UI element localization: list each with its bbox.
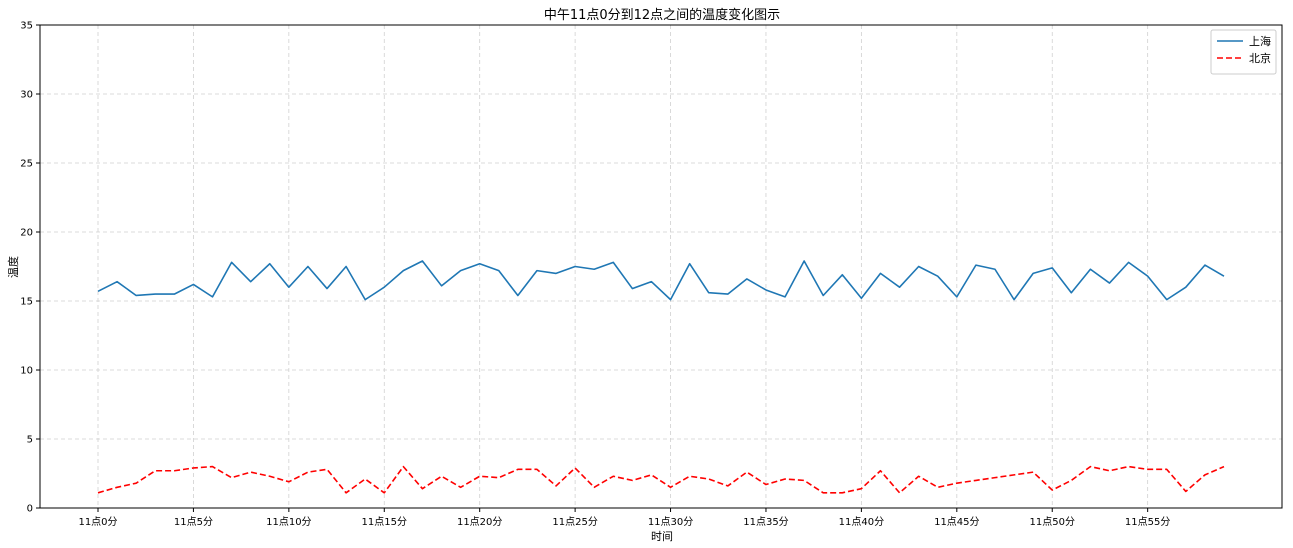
x-tick-label: 11点20分: [457, 516, 502, 528]
x-tick-label: 11点40分: [839, 516, 884, 528]
series-layer: [97, 260, 1225, 494]
y-tick-label: 5: [27, 435, 33, 446]
y-tick-label: 0: [27, 504, 33, 515]
plot-frame: [39, 24, 1283, 509]
x-tick-label: 11点0分: [78, 516, 117, 528]
y-tick-label: 20: [20, 228, 33, 239]
x-tick-label: 11点15分: [362, 516, 407, 528]
x-tick-label: 11点25分: [552, 516, 597, 528]
chart-title: 中午11点0分到12点之间的温度变化图示: [544, 7, 780, 23]
y-tick-label: 30: [20, 90, 33, 101]
x-tick-label: 11点5分: [174, 516, 213, 528]
x-tick-label: 11点50分: [1030, 516, 1075, 528]
series-line-1: [97, 260, 1225, 301]
y-axis-label: 温度: [6, 256, 20, 278]
y-tick-label: 35: [20, 21, 33, 32]
x-tick-label: 11点35分: [743, 516, 788, 528]
x-tick-label: 11点10分: [266, 516, 311, 528]
grid-lines: [40, 24, 1282, 509]
y-axis: 0 5 10 15 20 25 30 35: [20, 21, 40, 515]
x-tick-label: 11点45分: [934, 516, 979, 528]
x-axis: 11点0分 11点5分 11点10分 11点15分 11点20分 11点25分 11点30分…: [78, 508, 1170, 528]
series-line-2: [97, 465, 1225, 494]
legend-label: 上海: [1249, 34, 1271, 48]
x-axis-label: 时间: [651, 530, 673, 543]
y-tick-label: 25: [20, 159, 33, 170]
y-tick-label: 15: [20, 297, 33, 308]
x-tick-label: 11点30分: [648, 516, 693, 528]
legend-label: 北京: [1249, 51, 1271, 65]
y-tick-label: 10: [20, 366, 33, 377]
x-tick-label: 11点55分: [1125, 516, 1170, 528]
